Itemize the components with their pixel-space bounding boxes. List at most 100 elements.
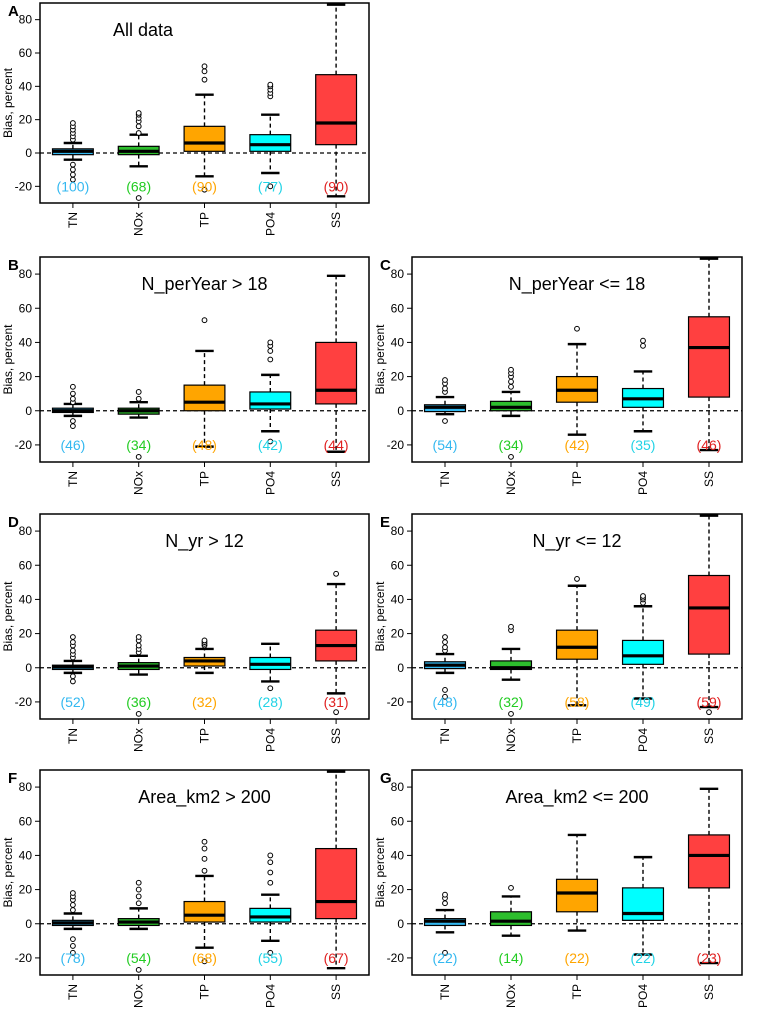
outlier-point xyxy=(70,936,76,943)
y-tick-label: -20 xyxy=(15,438,33,452)
y-tick-label: 20 xyxy=(19,627,33,641)
box-iqr xyxy=(687,834,731,889)
x-tick-label-tn: TN xyxy=(66,212,80,228)
x-tick-label-tn: TN xyxy=(438,728,452,744)
box-po4 xyxy=(621,337,665,433)
panel-title: Area_km2 > 200 xyxy=(138,787,271,808)
y-tick-label: 0 xyxy=(397,404,404,418)
box-nox xyxy=(489,623,533,717)
outlier-point xyxy=(70,907,76,913)
box-tp xyxy=(183,838,226,965)
outlier-point xyxy=(201,68,208,75)
count-label-nox: (14) xyxy=(499,950,524,966)
box-iqr xyxy=(621,639,665,665)
outlier-point xyxy=(442,900,448,907)
box-tp xyxy=(555,576,599,707)
x-tick-label-nox: NOx xyxy=(504,471,518,495)
outlier-point xyxy=(135,389,142,395)
count-label-ss: (90) xyxy=(324,178,349,194)
count-label-tn: (100) xyxy=(57,178,90,194)
y-axis-label: Bias, percent xyxy=(373,324,387,395)
box-ss xyxy=(315,770,358,970)
outlier-point xyxy=(508,623,514,630)
outlier-point xyxy=(70,120,76,126)
x-tick-label-tn: TN xyxy=(66,728,80,744)
box-nox xyxy=(489,884,533,937)
y-tick-label: 20 xyxy=(19,883,33,897)
outlier-point xyxy=(574,576,580,582)
outlier-point xyxy=(267,852,274,859)
outlier-point xyxy=(70,634,76,640)
panel-e: (48) (32) (58) (49) (59) -20 0 20 40 60 80 TN NOx TP P… xyxy=(373,513,743,752)
outlier-point xyxy=(70,423,76,430)
panel-a: (100) (68) (90) (77) (90) -20 0 20 40 60 80 TN NOx TP… xyxy=(1,2,370,236)
outlier-point xyxy=(201,317,208,324)
box-iqr xyxy=(315,74,358,146)
box-nox xyxy=(117,634,160,717)
y-tick-label: -20 xyxy=(15,951,33,965)
count-label-ss: (31) xyxy=(324,694,349,710)
panel-title: N_perYear > 18 xyxy=(142,274,268,295)
y-tick-label: 80 xyxy=(391,267,405,281)
outlier-point xyxy=(70,639,76,646)
count-label-tp: (58) xyxy=(565,694,590,710)
outlier-point xyxy=(201,186,208,193)
x-tick-label-ss: SS xyxy=(329,471,343,487)
y-tick-label: -20 xyxy=(387,695,405,709)
outlier-point xyxy=(442,418,448,424)
y-tick-label: 60 xyxy=(19,558,33,572)
box-iqr xyxy=(249,391,292,410)
box-po4 xyxy=(249,81,292,190)
count-label-po4: (55) xyxy=(258,950,283,966)
panel-letter: B xyxy=(8,257,19,274)
outlier-point xyxy=(267,949,274,956)
outlier-point xyxy=(135,195,142,201)
outlier-point xyxy=(574,325,580,332)
y-axis-label: Bias, percent xyxy=(373,837,387,908)
count-label-nox: (54) xyxy=(126,950,151,966)
count-label-ss: (46) xyxy=(697,437,722,453)
count-label-tp: (48) xyxy=(192,437,217,453)
count-label-nox: (36) xyxy=(126,694,151,710)
box-iqr xyxy=(315,341,358,405)
y-tick-label: 60 xyxy=(19,301,33,315)
panel-g: (22) (14) (22) (22) (23) -20 0 20 40 60 80 TN NOx TP P… xyxy=(373,769,743,1008)
x-tick-label-po4: PO4 xyxy=(263,212,277,236)
panel-d: (52) (36) (32) (28) (31) -20 0 20 40 60 80 TN NOx TP P… xyxy=(1,513,370,752)
x-tick-label-tp: TP xyxy=(570,728,584,743)
box-tn xyxy=(423,634,467,700)
y-tick-label: 80 xyxy=(391,524,405,538)
outlier-point xyxy=(70,418,76,424)
y-axis-label: Bias, percent xyxy=(1,837,15,908)
x-tick-label-po4: PO4 xyxy=(263,471,277,495)
box-ss xyxy=(315,570,358,716)
box-iqr xyxy=(621,887,665,921)
x-tick-label-ss: SS xyxy=(702,471,716,487)
outlier-point xyxy=(201,637,208,644)
count-label-tn: (52) xyxy=(60,694,85,710)
outlier-point xyxy=(640,342,646,349)
count-label-nox: (32) xyxy=(499,694,524,710)
box-iqr xyxy=(489,660,533,671)
x-tick-label-nox: NOx xyxy=(132,212,146,236)
outlier-point xyxy=(267,348,274,354)
outlier-point xyxy=(442,639,448,646)
box-tn xyxy=(51,634,94,685)
outlier-point xyxy=(70,166,76,173)
count-label-tn: (54) xyxy=(433,437,458,453)
y-tick-label: 80 xyxy=(19,524,33,538)
x-tick-label-ss: SS xyxy=(702,728,716,744)
outlier-point xyxy=(135,110,142,116)
box-po4 xyxy=(249,852,292,956)
outlier-point xyxy=(508,366,514,373)
x-tick-label-tn: TN xyxy=(66,471,80,487)
y-tick-label: 20 xyxy=(391,627,405,641)
y-tick-label: 60 xyxy=(391,301,405,315)
count-label-po4: (35) xyxy=(631,437,656,453)
y-tick-label: 0 xyxy=(25,917,32,931)
x-tick-label-ss: SS xyxy=(329,212,343,228)
y-tick-label: -20 xyxy=(15,179,33,193)
outlier-point xyxy=(267,859,274,866)
box-tp xyxy=(183,63,226,193)
